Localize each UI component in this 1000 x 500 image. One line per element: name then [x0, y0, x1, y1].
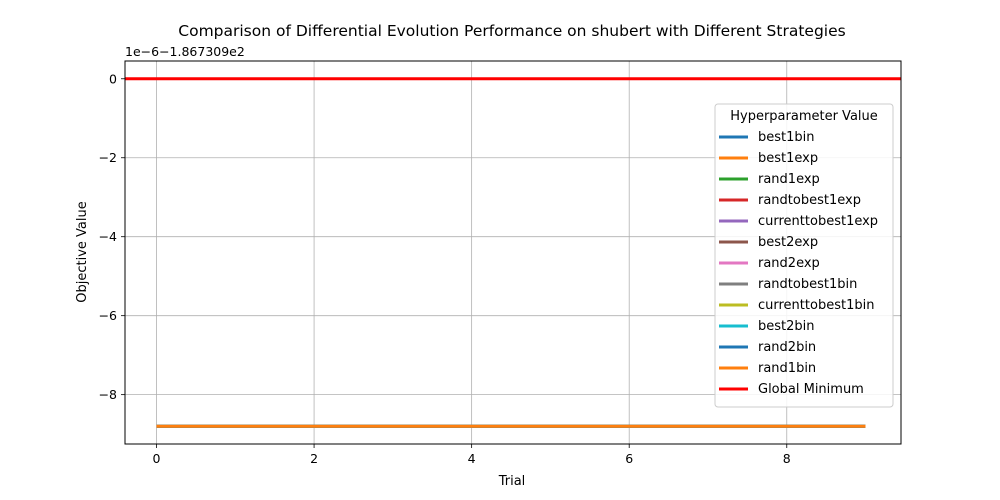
y-tick-label: −2	[99, 150, 117, 165]
x-tick-label: 6	[625, 451, 633, 466]
legend-entry: Global Minimum	[758, 382, 864, 397]
x-tick-label: 0	[153, 451, 161, 466]
y-tick-label: −8	[99, 387, 117, 402]
legend-entry: currenttobest1exp	[758, 214, 878, 229]
y-tick-label: 0	[109, 71, 117, 86]
legend-entry: rand2bin	[758, 340, 816, 355]
y-tick-label: −4	[99, 229, 117, 244]
legend-entry: rand1bin	[758, 361, 816, 376]
legend-entry: randtobest1bin	[758, 277, 857, 292]
y-tick-label: −6	[99, 308, 117, 323]
legend-box	[714, 103, 894, 408]
chart-title: Comparison of Differential Evolution Per…	[178, 22, 845, 40]
legend-title: Hyperparameter Value	[730, 109, 878, 124]
plot-frame	[124, 60, 902, 445]
x-tick-label: 8	[783, 451, 791, 466]
y-axis-offset-label: 1e−6−1.867309e2	[125, 44, 245, 59]
legend-entry: best1exp	[758, 151, 818, 166]
legend-entry: rand1exp	[758, 172, 820, 187]
y-axis-ticks: 0 −2 −4 −6 −8	[99, 71, 125, 402]
x-tick-label: 4	[468, 451, 476, 466]
y-axis-label: Objective Value	[75, 201, 90, 302]
legend-entry: randtobest1exp	[758, 193, 861, 208]
legend-entry: currenttobest1bin	[758, 298, 874, 313]
legend-entry: best1bin	[758, 130, 815, 145]
legend: Hyperparameter Value best1bin best1exp rand…	[714, 103, 894, 408]
legend-entry: rand2exp	[758, 256, 820, 271]
x-tick-label: 2	[310, 451, 318, 466]
legend-entry: best2exp	[758, 235, 818, 250]
x-axis-label: Trial	[498, 474, 526, 489]
legend-entry: best2bin	[758, 319, 815, 334]
x-axis-ticks: 0 2 4 6 8	[153, 444, 791, 466]
